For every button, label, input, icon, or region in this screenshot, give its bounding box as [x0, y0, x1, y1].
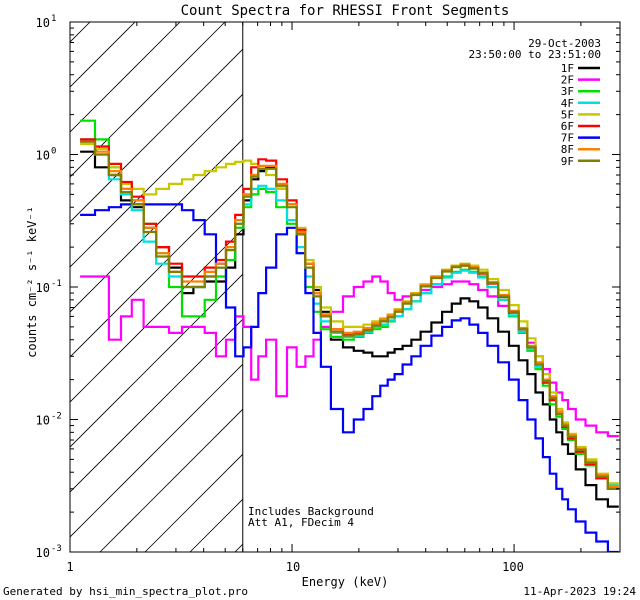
hatch-line — [70, 138, 243, 313]
y-tick-label: 10 — [36, 546, 50, 560]
legend-label-7F: 7F — [561, 132, 574, 145]
hatch-line — [70, 228, 243, 403]
annotation-background: Includes Background — [248, 505, 374, 518]
hatch-line — [70, 48, 243, 223]
y-tick-exponent: 0 — [51, 147, 56, 157]
series-group — [80, 119, 619, 552]
y-tick-exponent: -2 — [51, 412, 62, 422]
hatch-line — [70, 22, 136, 88]
hatch-line — [70, 363, 243, 538]
hatch-line — [70, 22, 181, 133]
annotation-attenuator: Att A1, FDecim 4 — [248, 516, 354, 529]
hatch-line — [70, 93, 243, 268]
generated-by-label: Generated by hsi_min_spectra_plot.pro — [3, 585, 248, 598]
legend-label-4F: 4F — [561, 97, 574, 110]
hatch-line — [70, 22, 226, 178]
y-tick-exponent: -3 — [51, 544, 62, 554]
legend-label-5F: 5F — [561, 108, 574, 121]
series-7F — [80, 203, 619, 552]
legend-label-1F: 1F — [561, 62, 574, 75]
x-axis-label: Energy (keV) — [302, 575, 389, 589]
legend-label-3F: 3F — [561, 85, 574, 98]
x-tick-label-1: 1 — [66, 560, 73, 574]
y-tick-label: 10 — [36, 149, 50, 163]
y-tick-label: 10 — [36, 16, 50, 30]
hatched-region — [70, 22, 243, 552]
legend-label-9F: 9F — [561, 155, 574, 168]
x-tick-label-100: 100 — [502, 560, 524, 574]
timestamp-label: 11-Apr-2023 19:24 — [523, 585, 636, 598]
y-tick-label: 10 — [36, 414, 50, 428]
legend-label-6F: 6F — [561, 120, 574, 133]
y-tick-label: 10 — [36, 281, 50, 295]
date-label: 29-Oct-2003 — [528, 37, 601, 50]
time-range-label: 23:50:00 to 23:51:00 — [469, 48, 601, 61]
chart-title: Count Spectra for RHESSI Front Segments — [181, 3, 510, 19]
series-9F — [80, 140, 619, 490]
hatch-line — [99, 408, 243, 552]
hatch-line — [70, 318, 243, 493]
y-axis-label: counts cm⁻² s⁻¹ keV⁻¹ — [25, 206, 39, 358]
legend-label-8F: 8F — [561, 143, 574, 156]
y-tick-exponent: 1 — [51, 14, 56, 24]
x-tick-label-10: 10 — [286, 560, 300, 574]
axis-ticks — [69, 21, 621, 553]
y-tick-exponent: -1 — [51, 279, 62, 289]
legend-label-2F: 2F — [561, 74, 574, 87]
hatch-line — [70, 183, 243, 358]
series-5F — [80, 142, 619, 485]
